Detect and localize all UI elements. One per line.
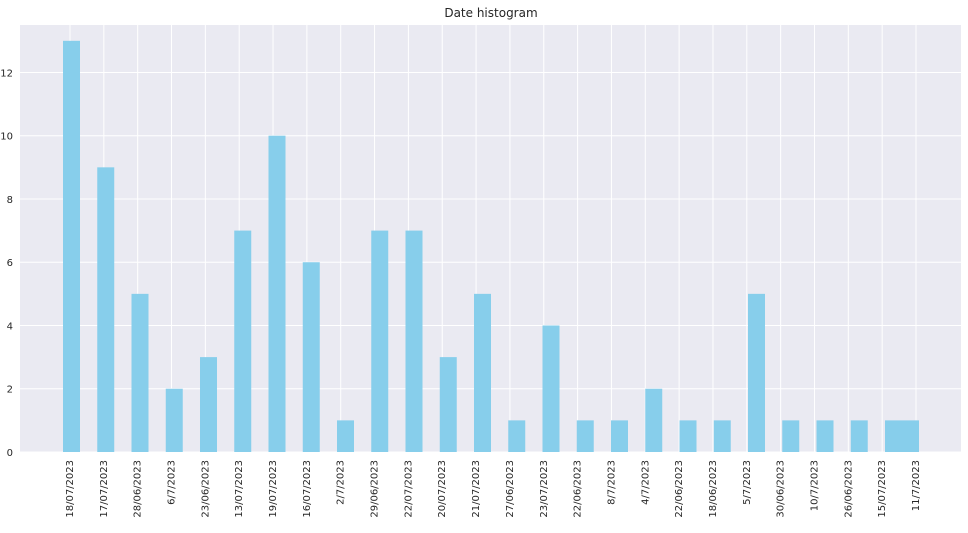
x-tick-label: 30/06/2023	[776, 460, 787, 518]
x-axis-ticks: 18/07/2023 17/07/2023 28/06/2023 6/7/2023 23…	[65, 460, 922, 518]
x-tick-label: 16/07/2023	[302, 460, 313, 518]
x-tick-label: 23/07/2023	[539, 460, 550, 518]
bar	[302, 262, 320, 452]
bar	[713, 420, 731, 452]
bar	[439, 357, 457, 452]
x-tick-label: 21/07/2023	[471, 460, 482, 518]
y-tick-label: 12	[0, 68, 13, 79]
x-tick-label: 8/7/2023	[606, 460, 617, 505]
x-tick-label: 4/7/2023	[640, 460, 651, 505]
bar	[165, 388, 183, 452]
x-tick-label: 18/06/2023	[708, 460, 719, 518]
bar	[97, 167, 115, 453]
bar	[200, 357, 217, 452]
x-tick-label: 29/06/2023	[370, 460, 381, 518]
y-tick-label: 0	[7, 448, 13, 459]
bar	[234, 230, 252, 452]
bar	[679, 420, 697, 452]
bar	[782, 420, 800, 452]
x-tick-label: 23/06/2023	[200, 460, 211, 518]
y-axis-ticks: 0 2 4 6 8 10 12	[0, 68, 13, 459]
x-tick-label: 11/7/2023	[911, 460, 922, 511]
bar	[337, 420, 354, 452]
y-tick-label: 4	[7, 321, 13, 332]
x-tick-label: 15/07/2023	[877, 460, 888, 518]
bar	[885, 420, 902, 452]
bar	[816, 420, 834, 452]
bar	[131, 293, 149, 452]
x-tick-label: 17/07/2023	[99, 460, 110, 518]
bar	[542, 325, 560, 452]
x-tick-label: 10/7/2023	[809, 460, 820, 511]
x-tick-label: 5/7/2023	[742, 460, 753, 505]
bar	[63, 40, 80, 452]
y-tick-label: 8	[7, 195, 13, 206]
x-tick-label: 22/07/2023	[403, 460, 414, 518]
bar	[474, 293, 491, 452]
x-tick-label: 26/06/2023	[843, 460, 854, 518]
bar	[611, 420, 628, 452]
x-tick-label: 20/07/2023	[437, 460, 448, 518]
x-tick-label: 13/07/2023	[234, 460, 245, 518]
bar	[371, 230, 389, 452]
x-tick-label: 19/07/2023	[268, 460, 279, 518]
y-tick-label: 2	[7, 385, 13, 396]
x-tick-label: 22/06/2023	[674, 460, 685, 518]
bars	[63, 40, 919, 453]
bar	[405, 230, 423, 452]
x-tick-label: 27/06/2023	[505, 460, 516, 518]
y-tick-label: 6	[7, 258, 13, 269]
bar	[645, 388, 663, 452]
bar	[268, 135, 286, 452]
y-tick-label: 10	[0, 132, 13, 143]
x-tick-label: 6/7/2023	[167, 460, 178, 505]
chart-title: Date histogram	[444, 6, 537, 20]
bar	[902, 420, 919, 452]
x-tick-label: 18/07/2023	[65, 460, 76, 518]
bar	[748, 293, 765, 452]
x-tick-label: 2/7/2023	[336, 460, 347, 505]
bar	[508, 420, 526, 452]
bar	[850, 420, 868, 452]
x-tick-label: 22/06/2023	[573, 460, 584, 518]
x-tick-label: 28/06/2023	[133, 460, 144, 518]
bar	[576, 420, 594, 452]
